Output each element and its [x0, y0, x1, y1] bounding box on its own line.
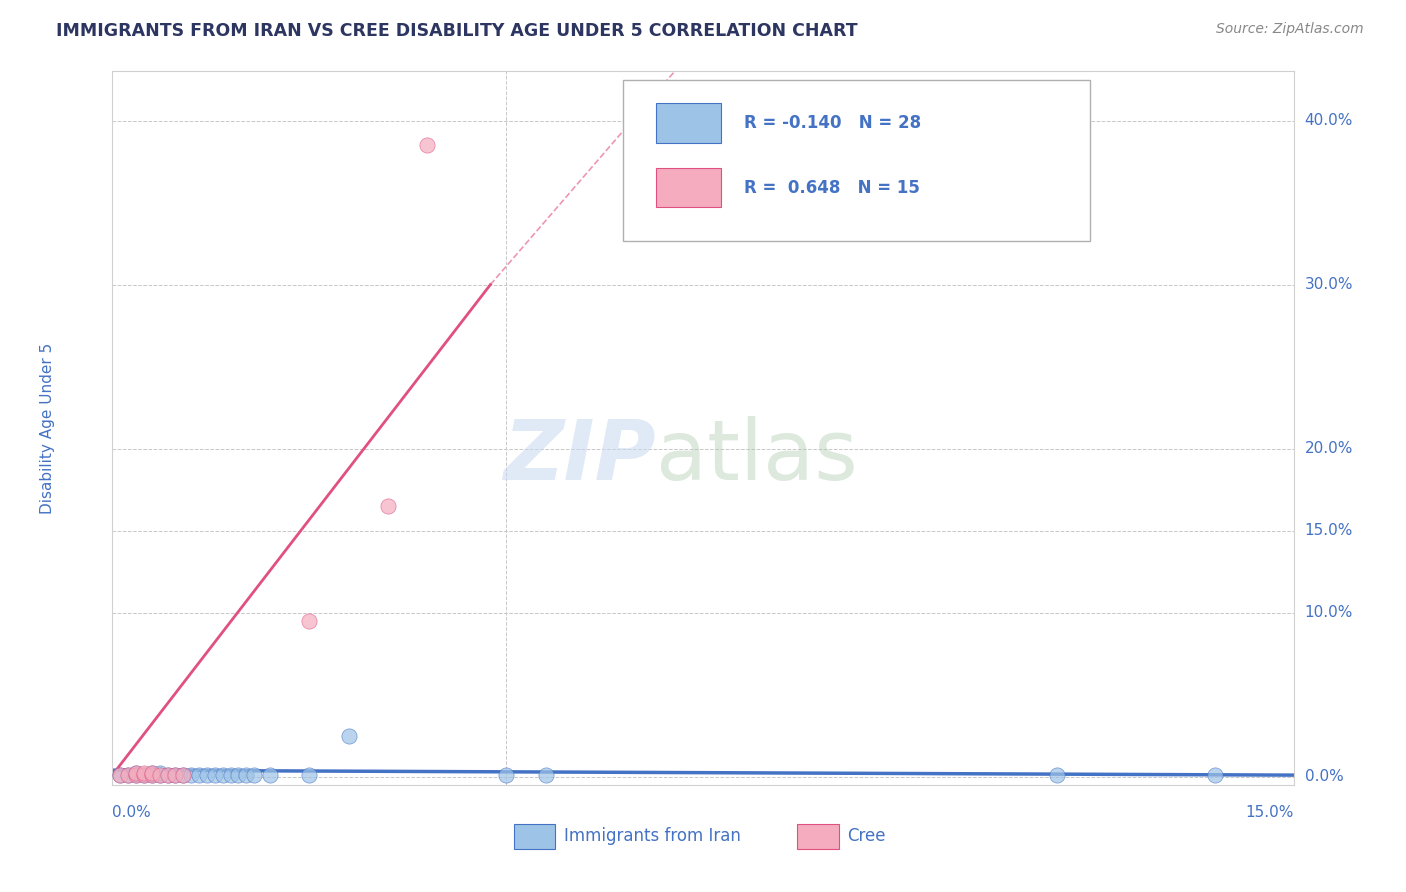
Text: 0.0%: 0.0%	[1305, 769, 1343, 784]
Point	[259, 768, 281, 782]
Point	[204, 768, 226, 782]
Text: 15.0%: 15.0%	[1305, 524, 1353, 538]
Point	[298, 614, 321, 628]
Point	[377, 499, 399, 513]
Text: 0.0%: 0.0%	[112, 805, 152, 820]
Point	[149, 768, 172, 782]
Point	[125, 766, 148, 780]
Point	[141, 766, 163, 780]
Point	[172, 768, 194, 782]
Text: Immigrants from Iran: Immigrants from Iran	[564, 828, 741, 846]
Bar	[515, 824, 555, 849]
Text: ZIP: ZIP	[503, 417, 655, 497]
Point	[1046, 768, 1069, 782]
Point	[132, 766, 155, 780]
Point	[125, 766, 148, 780]
Point	[132, 768, 155, 782]
Point	[495, 768, 517, 782]
Point	[141, 766, 163, 780]
Point	[235, 768, 257, 782]
Text: Disability Age Under 5: Disability Age Under 5	[39, 343, 55, 514]
Point	[180, 768, 202, 782]
Text: Cree: Cree	[846, 828, 886, 846]
Point	[141, 768, 163, 782]
Point	[132, 768, 155, 782]
Bar	[655, 168, 721, 207]
Text: 30.0%: 30.0%	[1305, 277, 1353, 292]
Point	[165, 768, 187, 782]
Point	[125, 768, 148, 782]
Point	[125, 768, 148, 782]
Point	[211, 768, 233, 782]
Point	[243, 768, 266, 782]
FancyBboxPatch shape	[623, 80, 1091, 241]
Text: 15.0%: 15.0%	[1246, 805, 1294, 820]
Text: IMMIGRANTS FROM IRAN VS CREE DISABILITY AGE UNDER 5 CORRELATION CHART: IMMIGRANTS FROM IRAN VS CREE DISABILITY …	[56, 22, 858, 40]
Point	[149, 768, 172, 782]
Bar	[655, 103, 721, 143]
Point	[219, 768, 242, 782]
Point	[117, 768, 139, 782]
Point	[416, 138, 439, 153]
Point	[534, 768, 557, 782]
Text: 20.0%: 20.0%	[1305, 442, 1353, 456]
Bar	[797, 824, 839, 849]
Text: atlas: atlas	[655, 417, 858, 497]
Text: 10.0%: 10.0%	[1305, 605, 1353, 620]
Text: 40.0%: 40.0%	[1305, 113, 1353, 128]
Text: Source: ZipAtlas.com: Source: ZipAtlas.com	[1216, 22, 1364, 37]
Point	[172, 768, 194, 782]
Point	[228, 768, 250, 782]
Point	[156, 768, 179, 782]
Point	[110, 768, 132, 782]
Point	[117, 768, 139, 782]
Point	[298, 768, 321, 782]
Point	[188, 768, 211, 782]
Text: R = -0.140   N = 28: R = -0.140 N = 28	[744, 114, 921, 132]
Text: R =  0.648   N = 15: R = 0.648 N = 15	[744, 178, 920, 196]
Point	[195, 768, 218, 782]
Point	[149, 766, 172, 780]
Point	[165, 768, 187, 782]
Point	[110, 768, 132, 782]
Point	[156, 768, 179, 782]
Point	[337, 729, 360, 743]
Point	[141, 768, 163, 782]
Point	[1204, 768, 1226, 782]
